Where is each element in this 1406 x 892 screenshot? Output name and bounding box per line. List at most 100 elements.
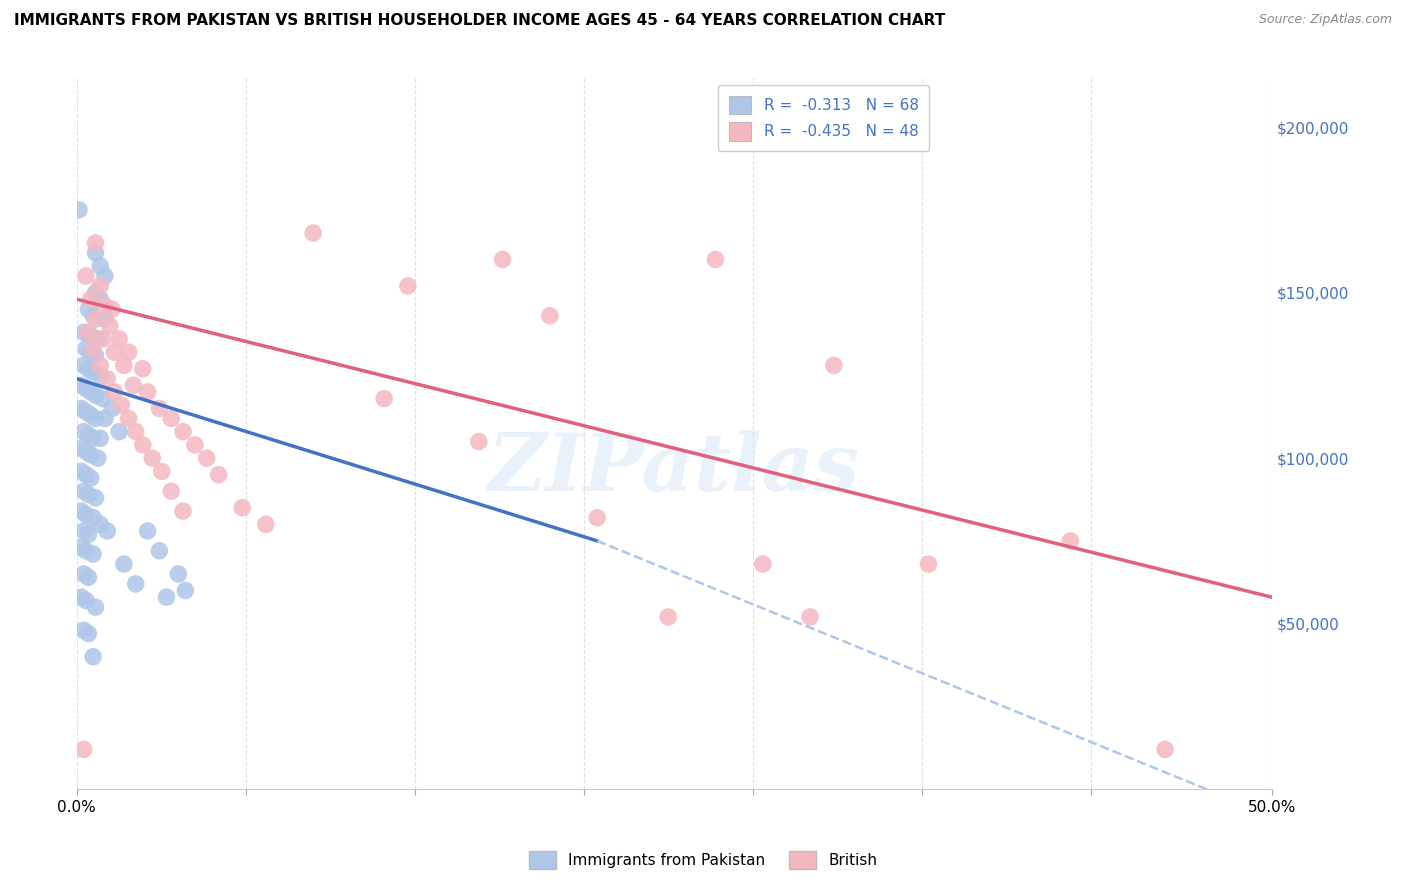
Point [136,384,159,399]
Point [77,428,100,442]
Point [67,202,90,217]
Point [799,610,821,624]
Point [77,626,100,640]
Point [82,510,104,524]
Point [94,268,117,283]
Point [70,401,93,416]
Point [155,590,177,604]
Point [84,235,107,250]
Point [195,451,218,466]
Point [75,342,97,356]
Point [82,342,104,356]
Point [491,252,513,267]
Point [70,590,93,604]
Point [207,467,229,482]
Point [80,328,103,343]
Point [117,411,139,425]
Point [125,425,148,439]
Point [1059,533,1081,548]
Point [77,487,100,501]
Point [84,600,107,615]
Point [84,312,107,326]
Point [96,372,118,386]
Point [82,547,104,561]
Point [84,349,107,363]
Point [132,361,155,376]
Point [72,326,94,340]
Point [72,742,94,756]
Point [373,392,395,406]
Point [72,566,94,581]
Point [82,365,104,379]
Point [89,359,111,373]
Point [82,431,104,445]
Point [172,425,194,439]
Text: Source: ZipAtlas.com: Source: ZipAtlas.com [1258,13,1392,27]
Point [172,504,194,518]
Point [70,541,93,555]
Point [70,378,93,392]
Point [136,524,159,538]
Point [89,368,111,383]
Point [84,411,107,425]
Point [148,401,170,416]
Point [94,312,117,326]
Point [75,444,97,458]
Point [75,543,97,558]
Point [77,326,100,340]
Point [84,388,107,402]
Point [101,302,124,317]
Point [75,467,97,482]
Point [94,299,117,313]
Point [917,557,939,571]
Point [75,508,97,522]
Point [254,517,277,532]
Point [108,425,131,439]
Point [72,524,94,538]
Point [117,345,139,359]
Point [160,484,183,499]
Point [82,309,104,323]
Point [657,610,679,624]
Point [112,557,135,571]
Point [80,471,103,485]
Point [84,491,107,505]
Point [77,527,100,541]
Point [184,438,207,452]
Point [89,279,111,293]
Point [72,484,94,499]
Point [72,359,94,373]
Point [167,566,190,581]
Point [77,302,100,317]
Point [82,649,104,664]
Point [132,438,155,452]
Point [80,448,103,462]
Point [91,392,114,406]
Point [80,292,103,306]
Point [80,345,103,359]
Point [1154,742,1177,756]
Point [148,543,170,558]
Text: ZIPatlas: ZIPatlas [488,430,860,508]
Point [96,524,118,538]
Point [538,309,561,323]
Point [396,279,419,293]
Point [75,593,97,607]
Point [70,441,93,455]
Legend: Immigrants from Pakistan, British: Immigrants from Pakistan, British [523,845,883,875]
Point [87,451,110,466]
Point [150,464,173,478]
Point [84,246,107,260]
Point [98,318,121,333]
Point [103,384,125,399]
Point [80,384,103,399]
Point [75,382,97,396]
Point [89,517,111,532]
Point [231,500,253,515]
Legend: R =  -0.313   N = 68, R =  -0.435   N = 48: R = -0.313 N = 68, R = -0.435 N = 48 [718,85,929,152]
Point [89,431,111,445]
Point [91,332,114,346]
Point [110,398,132,412]
Point [302,226,325,240]
Point [125,577,148,591]
